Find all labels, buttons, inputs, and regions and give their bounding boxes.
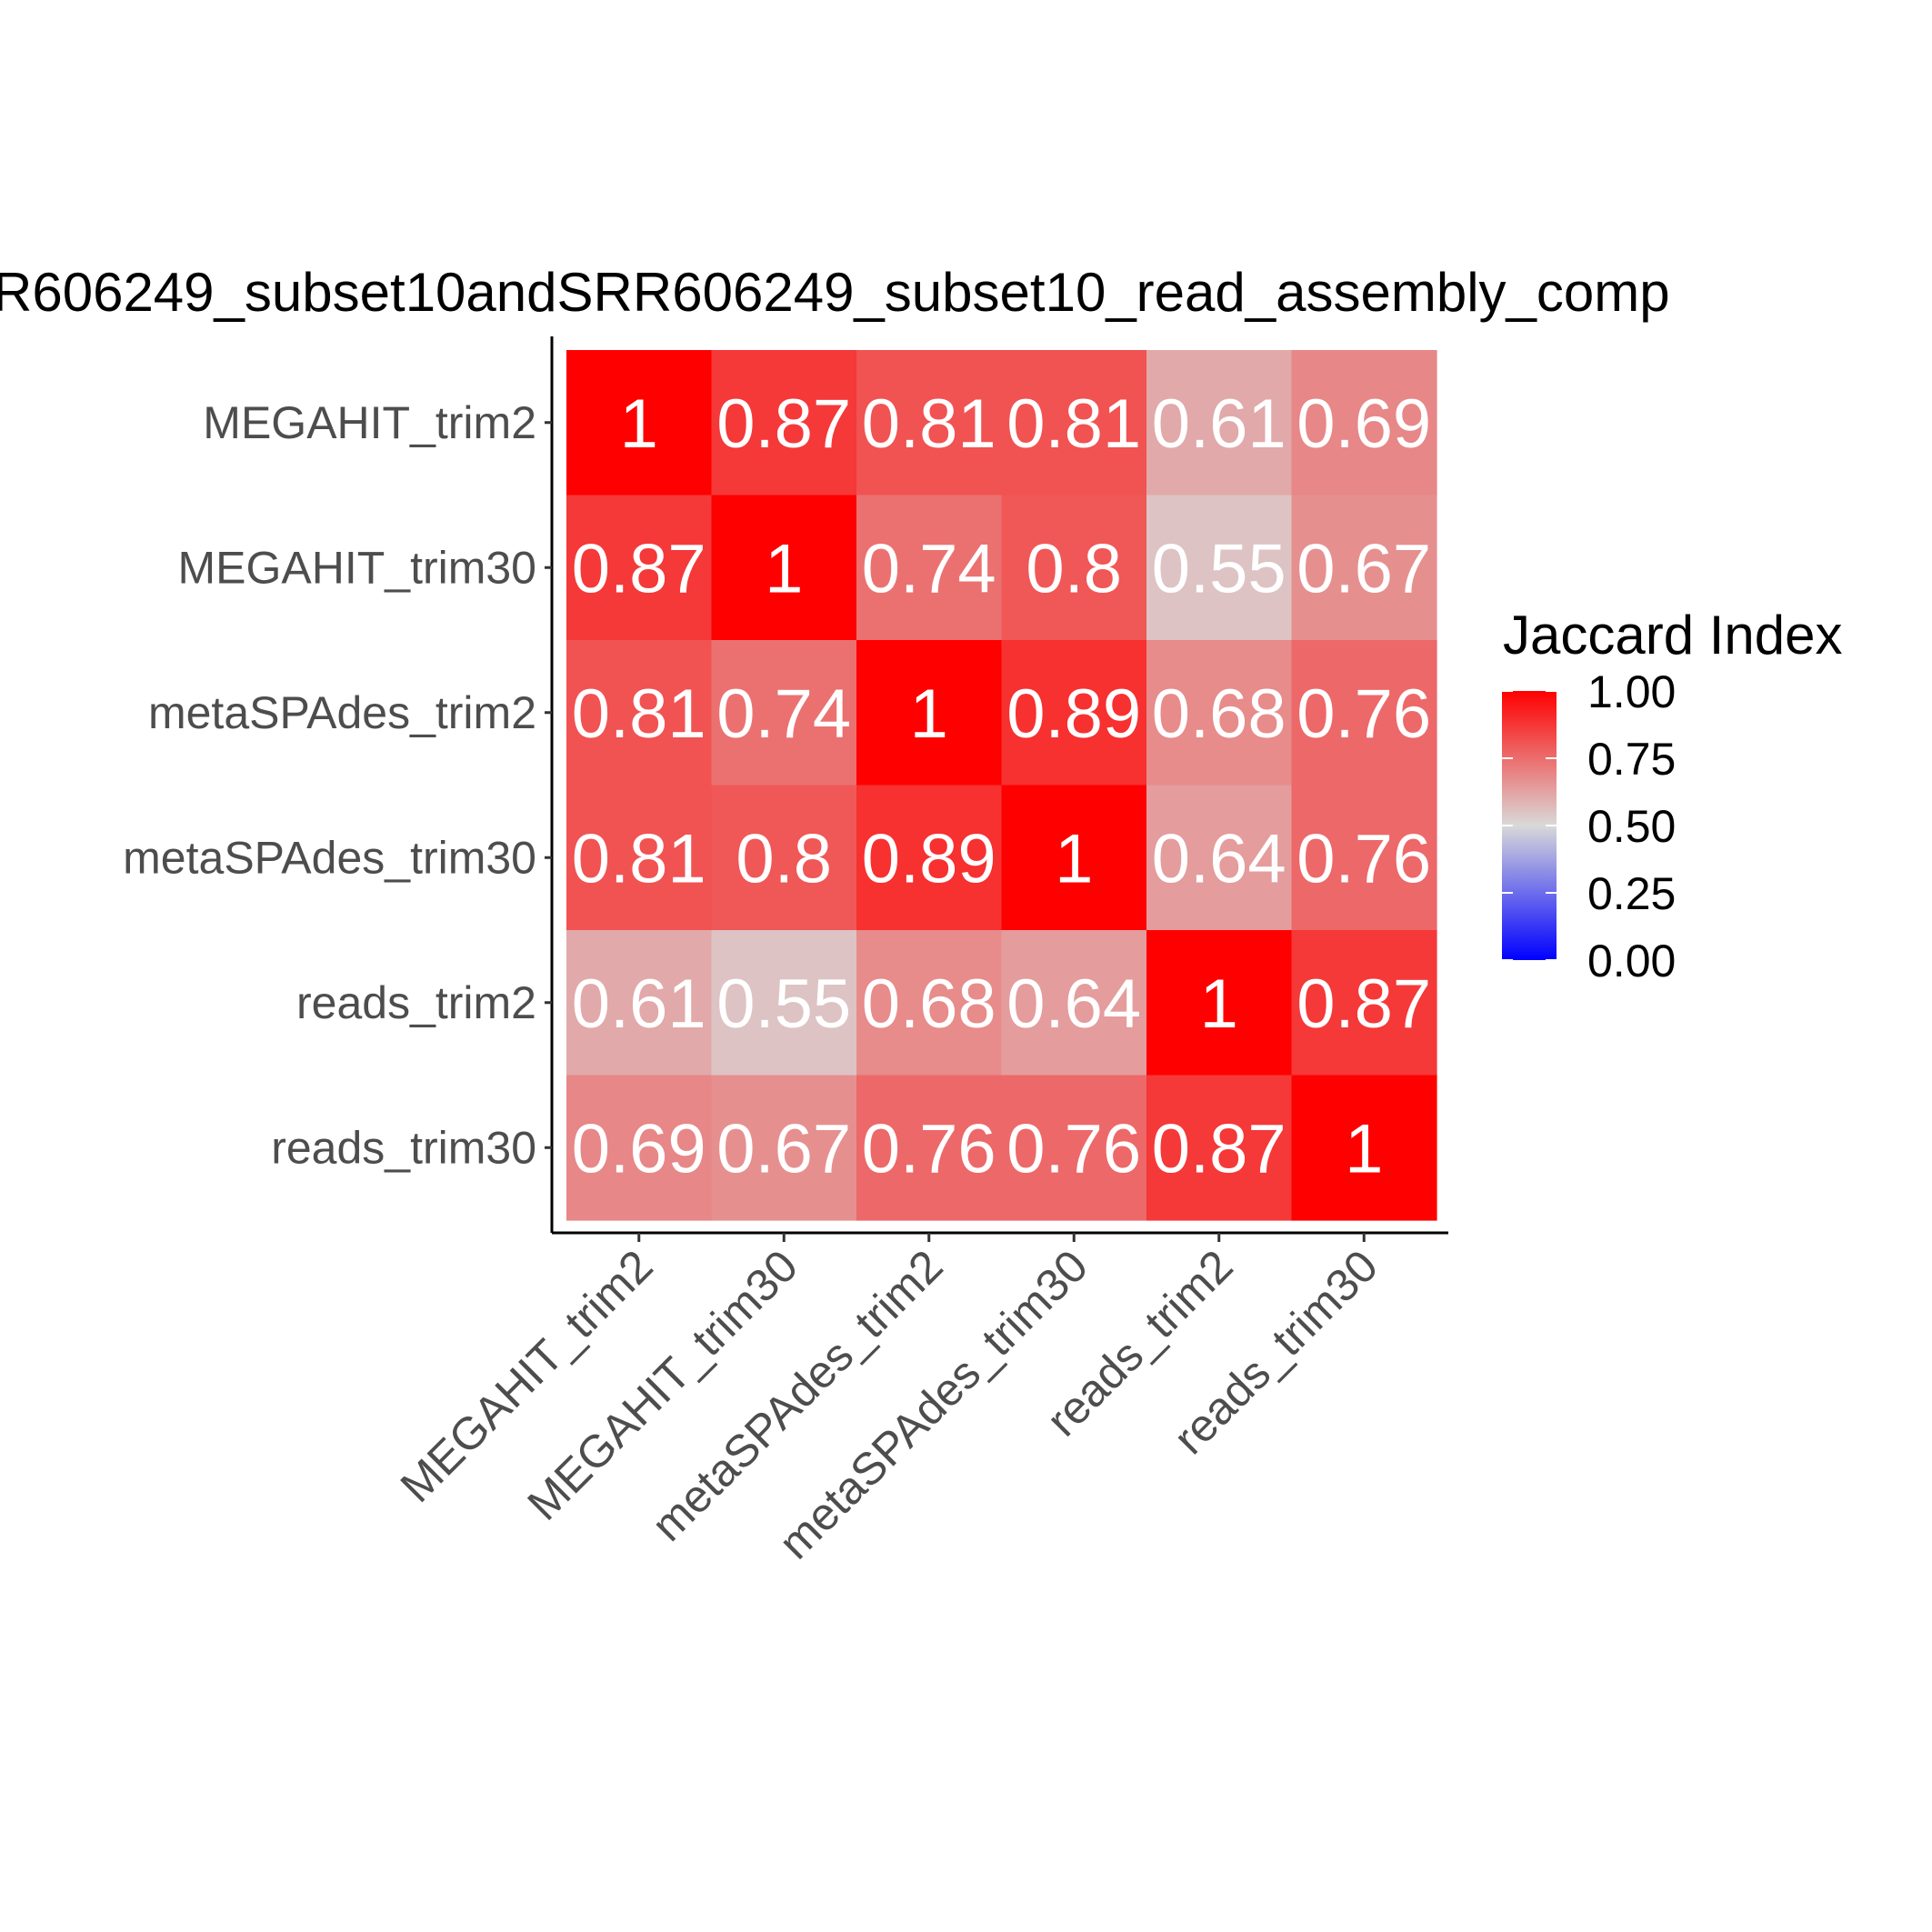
heatmap-cell-r5-c2 — [856, 1075, 1003, 1221]
cell-value-label-r3-c3: 1 — [1055, 820, 1093, 897]
heatmap-cell-r2-c5 — [1291, 640, 1437, 786]
cell-value-label-r0-c1: 0.87 — [716, 385, 851, 463]
heatmap-cell-r5-c3 — [1001, 1075, 1147, 1221]
cell-value-label-r3-c4: 0.64 — [1152, 820, 1286, 897]
heatmap-cell-r1-c0 — [566, 495, 713, 641]
heatmap-cell-r2-c3 — [1001, 640, 1147, 786]
y-tick-label-reads-trim30: reads_trim30 — [271, 1122, 536, 1173]
heatmap-cell-r0-c1 — [711, 350, 857, 496]
heatmap-cell-r2-c2 — [856, 640, 1003, 786]
cell-value-label-r3-c2: 0.89 — [862, 820, 996, 897]
heatmap-cell-r2-c1 — [711, 640, 857, 786]
cell-value-label-r1-c4: 0.55 — [1152, 530, 1286, 607]
x-axis: MEGAHIT_trim2MEGAHIT_trim30metaSPAdes_tr… — [391, 1231, 1448, 1568]
cell-value-label-r2-c1: 0.74 — [716, 676, 851, 753]
x-tick-label-megahit-trim2: MEGAHIT_trim2 — [391, 1240, 663, 1512]
heatmap-cell-r3-c2 — [856, 785, 1003, 931]
cell-value-label-r1-c5: 0.67 — [1296, 530, 1431, 607]
cell-value-label-r4-c1: 0.55 — [716, 966, 851, 1043]
y-tick-label-metaspades-trim2: metaSPAdes_trim2 — [148, 687, 536, 738]
legend-tick-label-2: 0.50 — [1587, 801, 1676, 852]
heatmap-cell-r4-c1 — [711, 930, 857, 1076]
cell-value-label-r2-c2: 1 — [910, 676, 948, 753]
heatmap-cell-r0-c3 — [1001, 350, 1147, 496]
heatmap-cell-r5-c4 — [1146, 1075, 1293, 1221]
heatmap-cell-r3-c0 — [566, 785, 713, 931]
heatmap-cell-r3-c3 — [1001, 785, 1147, 931]
cell-value-label-r0-c3: 0.81 — [1006, 385, 1141, 463]
legend-tick-label-0: 1.00 — [1587, 666, 1676, 717]
legend-title: Jaccard Index — [1503, 605, 1843, 666]
cell-value-label-r4-c0: 0.61 — [572, 966, 706, 1043]
cell-value-label-r2-c3: 0.89 — [1006, 676, 1141, 753]
y-tick-label-metaspades-trim30: metaSPAdes_trim30 — [123, 832, 536, 883]
cell-value-label-r5-c5: 1 — [1345, 1110, 1383, 1187]
cell-value-label-r3-c0: 0.81 — [572, 820, 706, 897]
heatmap-cell-r5-c5 — [1291, 1075, 1437, 1221]
heatmap-cell-r4-c0 — [566, 930, 713, 1076]
cell-value-label-r1-c2: 0.74 — [862, 530, 996, 607]
heatmap-cell-r5-c0 — [566, 1075, 713, 1221]
legend-tick-label-1: 0.75 — [1587, 734, 1676, 785]
y-tick-label-megahit-trim2: MEGAHIT_trim2 — [203, 397, 536, 448]
heatmap-cell-r4-c4 — [1146, 930, 1293, 1076]
cell-value-label-r5-c3: 0.76 — [1006, 1110, 1141, 1187]
cell-value-label-r4-c3: 0.64 — [1006, 966, 1141, 1043]
x-tick-label-megahit-trim30: MEGAHIT_trim30 — [517, 1240, 807, 1530]
heatmap-cell-r3-c4 — [1146, 785, 1293, 931]
heatmap-cells — [566, 350, 1437, 1221]
cell-value-label-r0-c0: 1 — [620, 385, 658, 463]
cell-value-label-r4-c4: 1 — [1200, 966, 1238, 1043]
cell-value-label-r3-c1: 0.8 — [736, 820, 832, 897]
cell-value-label-r2-c5: 0.76 — [1296, 676, 1431, 753]
chart-title: R606249_subset10andSRR606249_subset10_re… — [0, 262, 1670, 323]
cell-value-label-r5-c1: 0.67 — [716, 1110, 851, 1187]
cell-value-label-r5-c0: 0.69 — [572, 1110, 706, 1187]
heatmap-cell-r4-c3 — [1001, 930, 1147, 1076]
heatmap-cell-r1-c3 — [1001, 495, 1147, 641]
heatmap-cell-r4-c2 — [856, 930, 1003, 1076]
heatmap-cell-r1-c1 — [711, 495, 857, 641]
heatmap-cell-r4-c5 — [1291, 930, 1437, 1076]
heatmap-cell-r0-c4 — [1146, 350, 1293, 496]
heatmap-cell-r1-c2 — [856, 495, 1003, 641]
cell-value-label-r2-c0: 0.81 — [572, 676, 706, 753]
heatmap-cell-r1-c4 — [1146, 495, 1293, 641]
heatmap-cell-r2-c4 — [1146, 640, 1293, 786]
heatmap-cell-r0-c5 — [1291, 350, 1437, 496]
cell-value-label-r3-c5: 0.76 — [1296, 820, 1431, 897]
cell-value-label-r1-c1: 1 — [765, 530, 803, 607]
cell-value-label-r1-c0: 0.87 — [572, 530, 706, 607]
y-axis: MEGAHIT_trim2 MEGAHIT_trim30 metaSPAdes_tr… — [123, 336, 554, 1233]
heatmap-cell-r0-c2 — [856, 350, 1003, 496]
cell-value-label-r0-c5: 0.69 — [1296, 385, 1431, 463]
heatmap-cell-r1-c5 — [1291, 495, 1437, 641]
heatmap-cell-r0-c0 — [566, 350, 713, 496]
cell-value-label-r0-c2: 0.81 — [862, 385, 996, 463]
legend-tick-label-3: 0.25 — [1587, 868, 1676, 919]
cell-value-label-r4-c2: 0.68 — [862, 966, 996, 1043]
cell-value-label-r5-c4: 0.87 — [1152, 1110, 1286, 1187]
heatmap-cell-r3-c5 — [1291, 785, 1437, 931]
y-tick-label-megahit-trim30: MEGAHIT_trim30 — [177, 542, 536, 593]
heatmap-cell-labels: 1 0.87 0.81 0.81 0.61 0.690.87 1 0.74 0.8 0.55 0.6… — [572, 385, 1431, 1188]
heatmap-cell-r5-c1 — [711, 1075, 857, 1221]
legend: Jaccard Index 1.00 0.75 0.50 0.25 0.00 — [1502, 605, 1843, 986]
cell-value-label-r0-c4: 0.61 — [1152, 385, 1286, 463]
heatmap-cell-r2-c0 — [566, 640, 713, 786]
cell-value-label-r2-c4: 0.68 — [1152, 676, 1286, 753]
y-tick-label-reads-trim2: reads_trim2 — [296, 977, 536, 1028]
heatmap-cell-r3-c1 — [711, 785, 857, 931]
cell-value-label-r1-c3: 0.8 — [1026, 530, 1122, 607]
cell-value-label-r4-c5: 0.87 — [1296, 966, 1431, 1043]
legend-tick-label-4: 0.00 — [1587, 936, 1676, 986]
cell-value-label-r5-c2: 0.76 — [862, 1110, 996, 1187]
